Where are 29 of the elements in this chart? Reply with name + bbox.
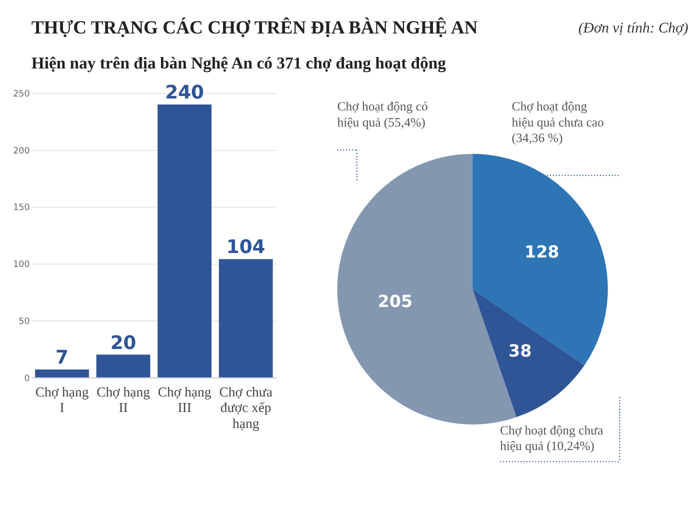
pie-slice: [472, 154, 608, 366]
y-tick-label: 100: [13, 260, 30, 270]
x-tick-label: Chợ hạng II: [96, 384, 150, 416]
x-tick-label: Chợ chưa được xếp hạng: [219, 384, 272, 431]
text: (Đơn vị tính: Chợ): [578, 20, 688, 36]
y-tick-label: 250: [13, 90, 30, 100]
y-tick-label: 150: [13, 203, 30, 214]
bar: [158, 104, 212, 378]
data-label: 38: [508, 341, 532, 360]
bar: [218, 259, 273, 378]
chart-subtitle: Hiện nay trên địa bàn Nghệ An có 371 chợ đang hoạt động: [31, 54, 447, 73]
y-tick-label: 200: [13, 146, 30, 156]
y-tick-label: 0: [24, 374, 30, 384]
slice-label: Chợ hoạt động hiệu quả chưa cao (34,36 %): [512, 100, 604, 146]
data-label: 128: [524, 242, 560, 262]
x-tick-label: Chợ hạng I: [35, 384, 89, 416]
bar: [96, 354, 150, 378]
slice-label: Chợ hoạt động chưa hiệu quả (10,24%): [500, 423, 604, 453]
data-label: 20: [110, 332, 136, 354]
x-tick-label: Chợ hạng III: [158, 384, 212, 416]
slice-label: Chợ hoạt động có hiệu quả (55,4%): [337, 100, 428, 130]
pie-slice: [472, 289, 584, 418]
data-label: 7: [56, 348, 68, 369]
data-label: 104: [226, 237, 266, 258]
chart-title: THỰC TRẠNG CÁC CHỢ TRÊN ĐỊA BÀN NGHỆ AN: [31, 16, 478, 38]
y-tick-label: 50: [18, 316, 30, 327]
data-label: 205: [378, 292, 413, 311]
data-label: 240: [165, 82, 204, 104]
bar: [35, 369, 89, 378]
